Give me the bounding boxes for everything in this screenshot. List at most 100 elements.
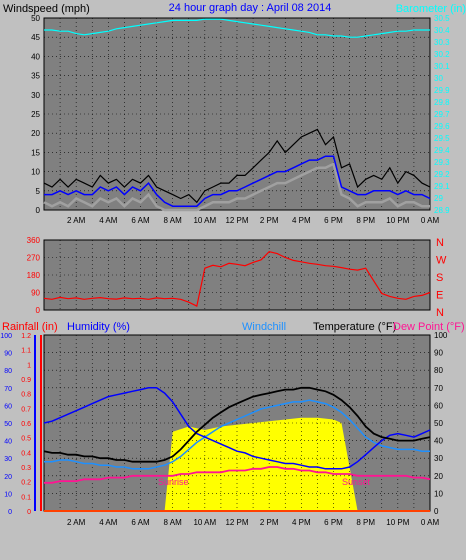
barometer-tick-label: 30 bbox=[434, 74, 443, 83]
temperature-y-ticks: 0 10 20 30 40 50 60 70 80 90 100 bbox=[434, 331, 448, 516]
barometer-tick-label: 29.1 bbox=[434, 182, 450, 191]
temperature-tick-label: 60 bbox=[434, 401, 443, 410]
dewpoint-line bbox=[44, 466, 431, 484]
humidity-line bbox=[43, 387, 431, 470]
x-tick-label: 10 PM bbox=[386, 518, 409, 527]
rainfall-tick-label: 0 bbox=[27, 509, 31, 516]
barometer-tick-label: 29.9 bbox=[434, 86, 450, 95]
humidity-tick-label: 30 bbox=[4, 456, 12, 463]
temperature-line bbox=[43, 386, 431, 463]
direction-line bbox=[43, 251, 431, 307]
temperature-grid bbox=[44, 335, 430, 511]
y-tick-label: 30 bbox=[31, 91, 40, 100]
barometer-tick-label: 28.9 bbox=[434, 206, 450, 215]
x-tick-label: 6 AM bbox=[131, 518, 150, 527]
compass-label: S bbox=[436, 272, 443, 284]
temperature-tick-label: 80 bbox=[434, 366, 443, 375]
y-tick-label: 35 bbox=[31, 72, 40, 81]
x-tick-label: 12 PM bbox=[225, 216, 248, 225]
rainfall-tick-label: 1 bbox=[27, 362, 31, 369]
rainfall-tick-label: 1.2 bbox=[21, 333, 31, 340]
x-tick-label: 8 PM bbox=[356, 216, 375, 225]
rainfall-tick-label: 0.7 bbox=[21, 406, 31, 413]
humidity-tick-label: 10 bbox=[4, 491, 12, 498]
direction-tick-label: 0 bbox=[36, 306, 41, 315]
barometer-tick-label: 29.7 bbox=[434, 110, 450, 119]
humidity-tick-label: 60 bbox=[4, 403, 12, 410]
temperature-tick-label: 90 bbox=[434, 349, 443, 358]
y-tick-label: 40 bbox=[31, 52, 40, 61]
compass-label: E bbox=[436, 290, 443, 302]
dewpoint-legend: Dew Point (°F) bbox=[393, 321, 465, 333]
y-tick-label: 20 bbox=[31, 129, 40, 138]
temperature-tick-label: 40 bbox=[434, 437, 443, 446]
barometer-tick-label: 29.2 bbox=[434, 170, 450, 179]
direction-tick-label: 270 bbox=[27, 254, 41, 263]
x-tick-label: 2 PM bbox=[260, 518, 279, 527]
y-tick-label: 0 bbox=[36, 206, 41, 215]
temperature-tick-label: 50 bbox=[434, 419, 443, 428]
direction-grid bbox=[44, 240, 430, 310]
y-tick-label: 15 bbox=[31, 148, 40, 157]
rainfall-tick-label: 0.1 bbox=[21, 494, 31, 501]
x-tick-label: 6 PM bbox=[324, 216, 343, 225]
humidity-axis-title: Humidity (%) bbox=[67, 321, 130, 333]
compass-label: N bbox=[436, 307, 444, 319]
temperature-x-ticks: 2 AM 4 AM 6 AM 8 AM 10 AM 12 PM 2 PM 4 PM 6 PM 8 … bbox=[67, 518, 439, 527]
temperature-series bbox=[43, 386, 431, 512]
humidity-tick-label: 50 bbox=[4, 421, 12, 428]
humidity-tick-label: 20 bbox=[4, 474, 12, 481]
x-tick-label: 4 AM bbox=[99, 518, 118, 527]
rainfall-tick-label: 0.2 bbox=[21, 480, 31, 487]
barometer-tick-label: 29.5 bbox=[434, 134, 450, 143]
humidity-tick-label: 80 bbox=[4, 368, 12, 375]
direction-tick-label: 90 bbox=[31, 289, 40, 298]
barometer-axis-title: Barometer (in) bbox=[396, 3, 466, 15]
x-tick-label: 0 AM bbox=[421, 518, 440, 527]
x-tick-label: 2 AM bbox=[67, 518, 86, 527]
barometer-tick-label: 29.8 bbox=[434, 98, 450, 107]
wind-y-ticks: 0 5 10 15 20 25 30 35 40 45 50 bbox=[31, 14, 40, 215]
x-tick-label: 10 AM bbox=[193, 216, 216, 225]
x-tick-label: 10 PM bbox=[386, 216, 409, 225]
temperature-tick-label: 10 bbox=[434, 489, 443, 498]
humidity-tick-label: 100 bbox=[0, 333, 12, 340]
wind-average-line bbox=[44, 155, 431, 207]
temperature-tick-label: 70 bbox=[434, 384, 443, 393]
barometer-tick-label: 30.4 bbox=[434, 26, 450, 35]
humidity-y-ticks: 0 10 20 30 40 50 60 70 80 90 100 bbox=[0, 333, 12, 516]
x-tick-label: 8 PM bbox=[356, 518, 375, 527]
x-tick-label: 2 AM bbox=[67, 216, 86, 225]
temperature-tick-label: 20 bbox=[434, 472, 443, 481]
windchill-line bbox=[44, 399, 430, 470]
barometer-tick-label: 29.3 bbox=[434, 158, 450, 167]
barometer-tick-label: 30.2 bbox=[434, 50, 450, 59]
x-tick-label: 8 AM bbox=[164, 216, 183, 225]
rainfall-axis-title: Rainfall (in) bbox=[2, 321, 58, 333]
humidity-tick-label: 40 bbox=[4, 439, 12, 446]
windchill-legend: Windchill bbox=[242, 321, 286, 333]
temperature-tick-label: 100 bbox=[434, 331, 448, 340]
x-tick-label: 6 AM bbox=[131, 216, 150, 225]
compass-label: W bbox=[436, 255, 447, 267]
y-tick-label: 45 bbox=[31, 33, 40, 42]
windspeed-axis-title: Windspeed (mph) bbox=[3, 3, 90, 15]
sunset-label: Sunset bbox=[342, 477, 371, 487]
x-tick-label: 8 AM bbox=[164, 518, 183, 527]
temperature-tick-label: 30 bbox=[434, 454, 443, 463]
rainfall-tick-label: 0.4 bbox=[21, 450, 31, 457]
y-tick-label: 25 bbox=[31, 110, 40, 119]
barometer-tick-label: 29 bbox=[434, 194, 443, 203]
x-tick-label: 4 PM bbox=[292, 216, 311, 225]
rainfall-tick-label: 0.3 bbox=[21, 465, 31, 472]
barometer-tick-label: 29.6 bbox=[434, 122, 450, 131]
wind-gust-line bbox=[43, 128, 431, 204]
x-tick-label: 0 AM bbox=[421, 216, 440, 225]
direction-tick-label: 360 bbox=[27, 236, 41, 245]
barometer-tick-label: 29.4 bbox=[434, 146, 450, 155]
rainfall-tick-label: 0.8 bbox=[21, 392, 31, 399]
barometer-tick-label: 30.5 bbox=[434, 14, 450, 23]
